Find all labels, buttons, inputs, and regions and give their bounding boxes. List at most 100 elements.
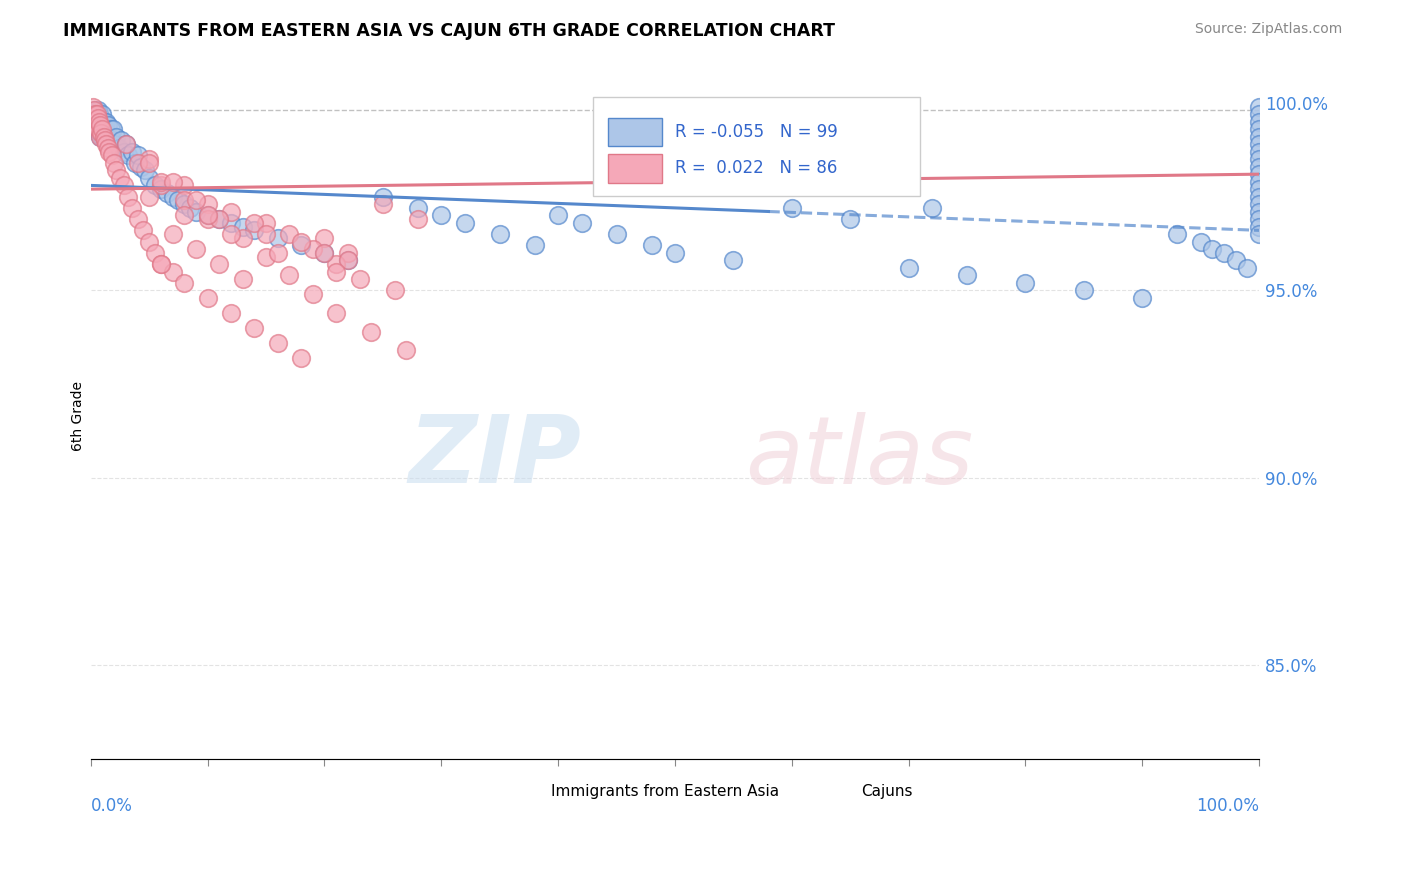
Point bbox=[132, 223, 155, 237]
Point bbox=[349, 272, 371, 286]
Point bbox=[101, 148, 124, 162]
Text: 100.0%: 100.0% bbox=[1197, 797, 1260, 814]
Y-axis label: 6th Grade: 6th Grade bbox=[72, 381, 86, 450]
Point bbox=[1249, 167, 1271, 181]
Point bbox=[606, 227, 628, 241]
Point bbox=[143, 245, 166, 260]
Point bbox=[84, 119, 107, 133]
Point bbox=[87, 103, 110, 118]
Point bbox=[1249, 175, 1271, 189]
Point bbox=[325, 306, 347, 320]
Point bbox=[780, 201, 803, 215]
Point bbox=[84, 103, 107, 118]
Point bbox=[290, 238, 312, 252]
Point bbox=[1201, 242, 1223, 256]
Point bbox=[1249, 189, 1271, 203]
Point bbox=[314, 231, 336, 245]
Point bbox=[208, 212, 231, 227]
Point bbox=[90, 126, 112, 140]
Point bbox=[89, 111, 111, 125]
Point bbox=[90, 111, 112, 125]
Point bbox=[94, 133, 117, 147]
Point bbox=[1236, 260, 1258, 275]
Point bbox=[127, 212, 149, 227]
Point bbox=[208, 257, 231, 271]
Point bbox=[278, 268, 301, 283]
Text: Cajuns: Cajuns bbox=[860, 784, 912, 799]
Point bbox=[91, 107, 114, 121]
Point bbox=[179, 201, 201, 215]
Point bbox=[314, 245, 336, 260]
Point bbox=[134, 163, 156, 178]
Point bbox=[243, 321, 266, 335]
Point bbox=[112, 178, 135, 193]
Point bbox=[232, 272, 254, 286]
Point bbox=[301, 287, 323, 301]
Text: IMMIGRANTS FROM EASTERN ASIA VS CAJUN 6TH GRADE CORRELATION CHART: IMMIGRANTS FROM EASTERN ASIA VS CAJUN 6T… bbox=[63, 22, 835, 40]
Point bbox=[83, 103, 105, 118]
Point bbox=[184, 242, 207, 256]
Point bbox=[640, 238, 662, 252]
Point bbox=[124, 156, 146, 170]
Point bbox=[156, 186, 179, 200]
Point bbox=[897, 260, 920, 275]
Point bbox=[664, 245, 686, 260]
Point bbox=[1249, 137, 1271, 152]
Point bbox=[108, 170, 131, 185]
Point bbox=[97, 119, 120, 133]
Point bbox=[1249, 212, 1271, 227]
Point bbox=[547, 208, 569, 222]
Point bbox=[243, 223, 266, 237]
Point bbox=[571, 216, 593, 230]
Point bbox=[1073, 283, 1095, 297]
Point bbox=[219, 204, 242, 219]
Point bbox=[138, 156, 160, 170]
Point bbox=[406, 201, 429, 215]
Point bbox=[121, 201, 143, 215]
Point bbox=[1225, 253, 1247, 268]
Point bbox=[267, 231, 290, 245]
Point bbox=[149, 178, 172, 193]
Point bbox=[314, 245, 336, 260]
Point bbox=[406, 212, 429, 227]
Point bbox=[162, 189, 184, 203]
Point bbox=[232, 231, 254, 245]
Point bbox=[143, 178, 166, 193]
Point bbox=[325, 264, 347, 278]
Point bbox=[254, 250, 277, 264]
Point bbox=[83, 111, 105, 125]
Point bbox=[1249, 145, 1271, 159]
FancyBboxPatch shape bbox=[818, 782, 856, 801]
Point bbox=[162, 227, 184, 241]
Point bbox=[336, 245, 359, 260]
Point bbox=[101, 122, 124, 136]
Point bbox=[219, 227, 242, 241]
Text: 0.0%: 0.0% bbox=[91, 797, 132, 814]
Point bbox=[1249, 114, 1271, 128]
Point bbox=[105, 163, 128, 178]
Point bbox=[162, 175, 184, 189]
Point bbox=[162, 264, 184, 278]
Point bbox=[86, 119, 108, 133]
Point bbox=[103, 156, 125, 170]
Point bbox=[336, 253, 359, 268]
Point bbox=[184, 194, 207, 208]
Point bbox=[94, 137, 117, 152]
Point bbox=[723, 253, 745, 268]
FancyBboxPatch shape bbox=[593, 97, 921, 196]
Point bbox=[1014, 276, 1036, 290]
Point bbox=[127, 148, 149, 162]
Point bbox=[84, 107, 107, 121]
Point bbox=[82, 107, 104, 121]
Text: Source: ZipAtlas.com: Source: ZipAtlas.com bbox=[1195, 22, 1343, 37]
Point bbox=[149, 175, 172, 189]
Point bbox=[117, 148, 139, 162]
Point bbox=[1249, 152, 1271, 166]
Point bbox=[325, 257, 347, 271]
Point bbox=[921, 201, 943, 215]
Point bbox=[87, 111, 110, 125]
Point bbox=[98, 145, 121, 159]
Point bbox=[523, 238, 546, 252]
Point bbox=[430, 208, 453, 222]
Point bbox=[87, 122, 110, 136]
